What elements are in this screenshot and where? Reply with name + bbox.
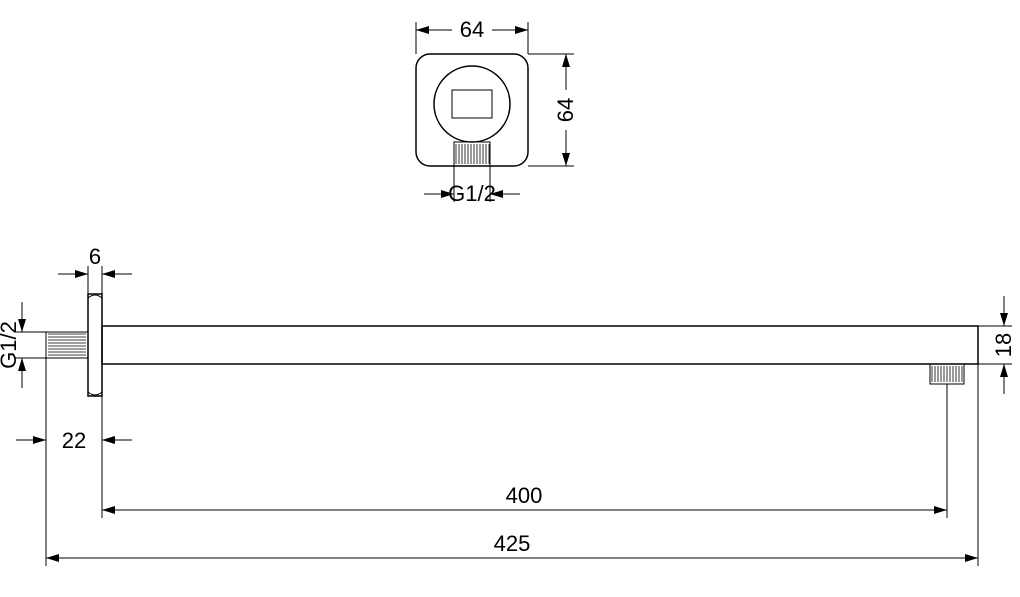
dim-flange-thickness: 6	[89, 244, 101, 269]
dim-top-thread: G1/2	[448, 181, 496, 206]
top-view: 64 64 G1/2	[416, 17, 578, 206]
dim-arm-length: 400	[506, 483, 543, 508]
side-view: 6 G1/2 22 18 400 425	[0, 244, 1016, 566]
dim-left-thread: G1/2	[0, 321, 21, 369]
dim-top-height: 64	[553, 98, 578, 122]
dim-arm-height: 18	[991, 333, 1016, 357]
technical-drawing: 64 64 G1/2	[0, 0, 1020, 597]
dim-left-projection: 22	[62, 428, 86, 453]
dim-top-width: 64	[460, 17, 484, 42]
dim-overall-length: 425	[494, 531, 531, 556]
